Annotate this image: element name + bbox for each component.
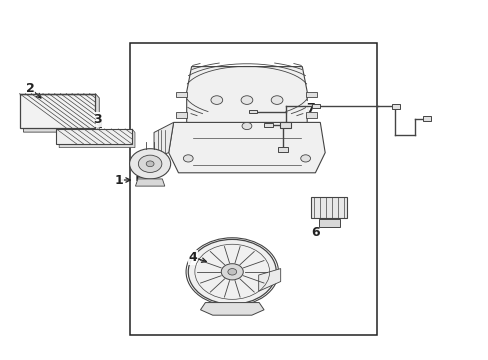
Text: 1: 1 <box>114 174 123 186</box>
Circle shape <box>188 239 276 304</box>
Bar <box>20 94 95 128</box>
Bar <box>311 197 346 218</box>
Bar <box>56 129 132 144</box>
Polygon shape <box>59 129 135 148</box>
Bar <box>264 123 272 127</box>
Bar <box>305 112 316 118</box>
Circle shape <box>271 96 283 104</box>
Bar <box>422 116 430 121</box>
Text: 2: 2 <box>26 82 35 95</box>
Bar <box>277 147 287 152</box>
Text: 4: 4 <box>188 251 197 264</box>
Circle shape <box>183 155 193 162</box>
Circle shape <box>221 264 243 280</box>
Circle shape <box>242 122 251 130</box>
Polygon shape <box>258 269 280 291</box>
Polygon shape <box>186 67 306 122</box>
Circle shape <box>146 161 154 167</box>
Circle shape <box>227 269 236 275</box>
Circle shape <box>129 149 170 179</box>
Polygon shape <box>23 94 99 132</box>
Polygon shape <box>200 302 264 315</box>
Bar <box>280 122 290 128</box>
Bar <box>248 110 256 113</box>
Bar <box>129 43 376 335</box>
Text: 3: 3 <box>93 113 102 126</box>
Text: 7: 7 <box>305 102 314 114</box>
Circle shape <box>138 155 162 172</box>
Bar <box>176 112 186 118</box>
Text: 6: 6 <box>310 226 319 239</box>
Bar <box>391 104 399 109</box>
Polygon shape <box>135 179 164 186</box>
Polygon shape <box>154 122 173 158</box>
Bar <box>318 219 339 227</box>
Bar <box>311 104 319 108</box>
Circle shape <box>300 155 310 162</box>
Polygon shape <box>168 122 325 173</box>
Bar <box>305 91 316 97</box>
Circle shape <box>241 96 252 104</box>
Text: 5: 5 <box>135 175 143 188</box>
Bar <box>176 91 186 97</box>
Circle shape <box>210 96 222 104</box>
